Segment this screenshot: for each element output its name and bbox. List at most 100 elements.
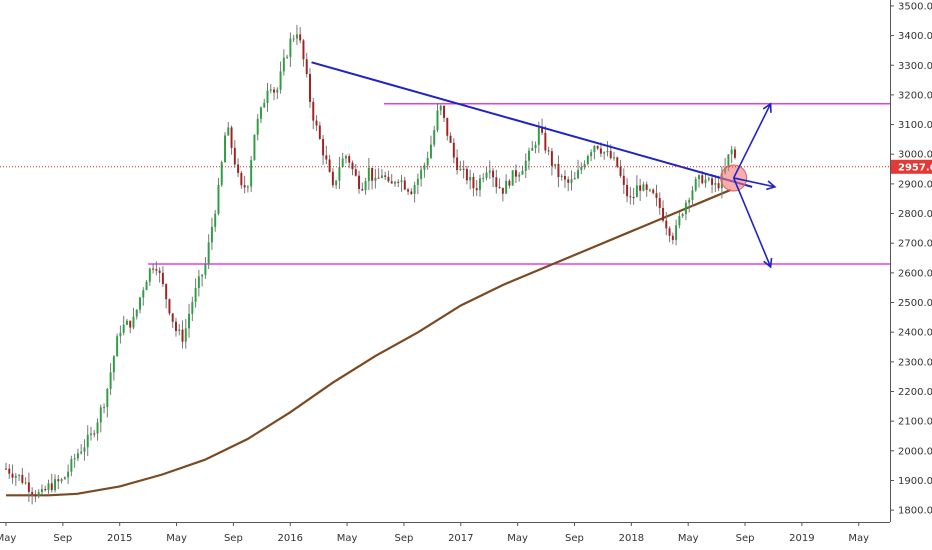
candle-up bbox=[47, 483, 50, 491]
candle-down bbox=[639, 185, 642, 191]
candle-down bbox=[671, 235, 674, 240]
trendlines bbox=[311, 61, 753, 188]
candle-down bbox=[645, 184, 648, 190]
candle-up bbox=[420, 169, 423, 179]
candle-down bbox=[230, 127, 233, 148]
candle-up bbox=[560, 176, 563, 178]
candle-down bbox=[31, 491, 34, 495]
candle-up bbox=[292, 38, 295, 40]
x-tick-label: Sep bbox=[224, 533, 243, 544]
candle-up bbox=[90, 433, 92, 435]
arrow-shaft bbox=[733, 177, 776, 188]
candle-up bbox=[224, 135, 226, 163]
candle-down bbox=[563, 176, 566, 180]
candle-up bbox=[603, 152, 606, 154]
candle-down bbox=[331, 171, 334, 186]
y-axis: 1800.00 1900.00 2000.00 2100.00 2200.00 2300.… bbox=[890, 1, 932, 517]
candle-up bbox=[488, 170, 491, 173]
x-tick-label: 2017 bbox=[448, 533, 473, 544]
y-tick-label: 1800.00 bbox=[898, 506, 932, 517]
candle-down bbox=[495, 177, 498, 187]
candle-down bbox=[328, 159, 331, 172]
candle-up bbox=[259, 107, 262, 119]
candle-up bbox=[119, 332, 122, 337]
candle-down bbox=[168, 299, 171, 314]
candle-down bbox=[233, 147, 236, 165]
y-tick-label: 3100.00 bbox=[898, 120, 932, 131]
candle-down bbox=[305, 59, 308, 75]
y-tick-label: 2900.00 bbox=[898, 179, 932, 190]
candle-down bbox=[27, 482, 30, 492]
candle-up bbox=[344, 156, 347, 159]
candle-up bbox=[276, 89, 279, 93]
candle-down bbox=[174, 321, 177, 332]
annotations bbox=[720, 102, 777, 269]
candle-down bbox=[599, 148, 602, 154]
candle-down bbox=[237, 164, 240, 173]
candle-up bbox=[188, 313, 191, 329]
candle-up bbox=[570, 179, 573, 183]
x-tick-label: Sep bbox=[395, 533, 414, 544]
candle-up bbox=[148, 268, 151, 282]
candle-down bbox=[701, 175, 704, 184]
candle-down bbox=[371, 167, 374, 181]
candle-up bbox=[125, 320, 128, 325]
candle-up bbox=[269, 89, 272, 91]
candle-up bbox=[86, 434, 89, 448]
candle-up bbox=[341, 158, 344, 168]
candle-up bbox=[96, 422, 99, 434]
candle-up bbox=[286, 56, 289, 58]
candle-down bbox=[351, 162, 354, 170]
candle-up bbox=[534, 144, 537, 149]
candle-up bbox=[524, 160, 527, 171]
candle-up bbox=[482, 177, 485, 179]
candle-down bbox=[161, 272, 164, 285]
candle-up bbox=[714, 183, 717, 185]
candle-up bbox=[282, 57, 285, 72]
candle-down bbox=[475, 188, 478, 191]
candle-down bbox=[544, 132, 547, 151]
candle-up bbox=[178, 329, 181, 332]
candle-down bbox=[11, 473, 14, 478]
candle-down bbox=[21, 474, 24, 483]
candle-down bbox=[655, 193, 658, 199]
candle-up bbox=[531, 148, 534, 151]
candle-down bbox=[632, 197, 635, 199]
candle-up bbox=[217, 184, 220, 214]
candle-down bbox=[541, 127, 544, 133]
candle-down bbox=[387, 176, 390, 182]
candle-down bbox=[501, 187, 504, 194]
candle-down bbox=[322, 138, 325, 156]
candle-down bbox=[361, 188, 364, 191]
candle-up bbox=[67, 471, 70, 478]
candle-up bbox=[227, 127, 230, 136]
arrow-head bbox=[762, 102, 772, 113]
candle-down bbox=[407, 189, 410, 192]
y-tick-label: 2600.00 bbox=[898, 268, 932, 279]
y-tick-label: 2500.00 bbox=[898, 298, 932, 309]
candle-up bbox=[691, 190, 694, 200]
candle-up bbox=[135, 309, 138, 317]
candle-down bbox=[397, 181, 400, 183]
candle-up bbox=[684, 202, 687, 215]
candle-down bbox=[8, 468, 11, 474]
candle-up bbox=[103, 407, 106, 409]
candle-up bbox=[678, 216, 681, 226]
candle-down bbox=[596, 146, 599, 149]
candle-down bbox=[384, 175, 387, 177]
candle-down bbox=[619, 166, 622, 176]
candle-up bbox=[14, 475, 17, 478]
candle-down bbox=[273, 89, 276, 93]
candle-down bbox=[465, 168, 468, 181]
candle-up bbox=[364, 181, 367, 191]
candle-down bbox=[446, 117, 449, 136]
arrow-shaft bbox=[732, 177, 772, 268]
candle-up bbox=[439, 105, 442, 111]
candle-up bbox=[201, 274, 204, 277]
candle-up bbox=[24, 482, 27, 484]
last-price-tag-box bbox=[891, 159, 932, 174]
candle-down bbox=[354, 169, 357, 176]
candle-up bbox=[380, 175, 383, 178]
candle-down bbox=[550, 151, 553, 166]
